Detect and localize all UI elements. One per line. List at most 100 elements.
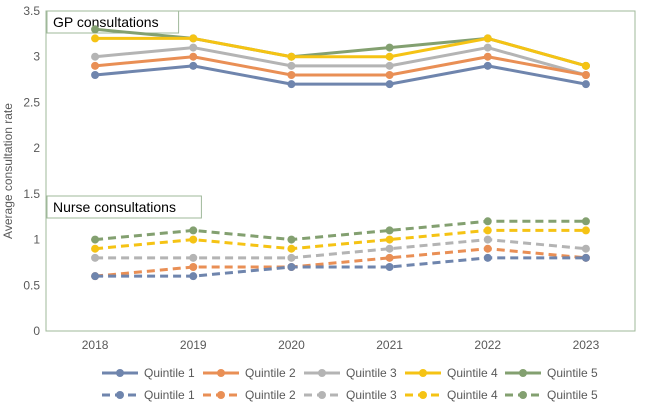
data-point (189, 235, 198, 244)
series-line (94, 228, 586, 251)
series-nurse-quintile-1 (91, 253, 590, 281)
data-point (483, 61, 492, 70)
data-point (91, 71, 100, 79)
data-point (385, 80, 394, 89)
data-point (483, 244, 492, 253)
legend-swatch-marker (116, 391, 124, 399)
data-point (91, 61, 100, 70)
legend-item: Quintile 3 (304, 366, 397, 380)
series-line (94, 55, 587, 77)
legend-item: Quintile 2 (203, 388, 296, 402)
data-point (581, 253, 590, 262)
legend-label: Quintile 1 (144, 388, 195, 402)
x-tick-label: 2021 (376, 338, 403, 352)
data-point (483, 217, 492, 226)
data-point (91, 272, 100, 281)
annotation-label: Nurse consultations (53, 199, 176, 215)
annotation-box: Nurse consultations (46, 195, 202, 219)
annotation-frame (46, 10, 180, 34)
legend-item: Quintile 5 (505, 366, 598, 380)
series-nurse-quintile-5 (91, 217, 590, 244)
data-point (483, 34, 492, 43)
legend-label: Quintile 2 (245, 366, 296, 380)
plot-area (45, 10, 636, 332)
legend-item: Quintile 1 (102, 366, 195, 380)
legend-label: Quintile 3 (346, 388, 397, 402)
data-point (581, 80, 590, 89)
data-point (91, 244, 100, 253)
data-point (189, 43, 198, 52)
data-point (385, 253, 394, 262)
data-point (91, 25, 100, 34)
legend-label: Quintile 2 (245, 388, 296, 402)
legend-label: Quintile 5 (547, 366, 598, 380)
data-point (287, 52, 296, 61)
legend-item: Quintile 5 (505, 388, 598, 402)
legend: Quintile 1 Quintile 2 Quintile 3 Quintile 4… (102, 366, 598, 402)
legend-swatch-marker (116, 369, 124, 377)
data-point (91, 34, 100, 43)
data-point (189, 253, 198, 262)
data-point (287, 235, 296, 244)
data-point (581, 61, 590, 70)
data-point (483, 52, 492, 61)
data-point (287, 71, 296, 79)
annotation-frame (46, 195, 202, 219)
y-axis: 0 0.5 1 1.5 2 2.5 3 3.5 (23, 4, 40, 338)
legend-item: Quintile 1 (102, 388, 195, 402)
legend-label: Quintile 1 (144, 366, 195, 380)
data-point (483, 253, 492, 262)
series-gp-quintile-1 (91, 61, 590, 89)
y-tick-label: 0.5 (23, 278, 40, 292)
data-point (189, 272, 198, 281)
data-point (287, 263, 296, 271)
data-point (385, 61, 394, 70)
series-line (94, 247, 587, 278)
data-point (189, 52, 198, 61)
y-tick-label: 2 (33, 141, 40, 155)
data-point (385, 235, 394, 244)
y-tick-label: 1 (33, 233, 40, 247)
x-tick-label: 2022 (474, 338, 501, 352)
series-gp-quintile-2 (91, 52, 590, 79)
x-tick-label: 2023 (573, 338, 600, 352)
y-tick-label: 3.5 (23, 4, 40, 18)
legend-label: Quintile 4 (447, 366, 498, 380)
data-point (189, 263, 198, 271)
legend-swatch-marker (217, 391, 225, 399)
data-point (287, 253, 296, 262)
y-tick-label: 2.5 (23, 95, 40, 109)
data-point (483, 235, 492, 244)
series-gp-quintile-4 (91, 34, 590, 70)
x-tick-label: 2018 (82, 338, 109, 352)
legend-item: Quintile 4 (405, 366, 498, 380)
series-nurse-quintile-4 (91, 226, 590, 253)
data-point (287, 244, 296, 253)
series-layer (91, 25, 590, 281)
legend-swatch-marker (519, 369, 527, 377)
annotation-label: GP consultations (53, 14, 159, 30)
data-point (385, 43, 394, 52)
data-point (91, 52, 100, 61)
data-point (385, 263, 394, 271)
legend-swatch-marker (419, 391, 427, 399)
data-point (483, 43, 492, 52)
series-line (95, 256, 586, 278)
series-line (94, 46, 587, 77)
legend-swatch-marker (318, 369, 326, 377)
y-tick-label: 0 (33, 324, 40, 338)
data-point (483, 226, 492, 235)
data-point (385, 244, 394, 253)
legend-swatch-marker (519, 391, 527, 399)
series-nurse-quintile-3 (91, 235, 590, 262)
annotation-box: GP consultations (46, 10, 180, 34)
series-line (95, 36, 587, 68)
data-point (287, 61, 296, 70)
legend-item: Quintile 3 (304, 388, 397, 402)
data-point (385, 71, 394, 79)
series-line (95, 238, 587, 260)
legend-label: Quintile 4 (447, 388, 498, 402)
legend-item: Quintile 4 (405, 388, 498, 402)
annotations: GP consultations Nurse consultations (46, 10, 202, 219)
